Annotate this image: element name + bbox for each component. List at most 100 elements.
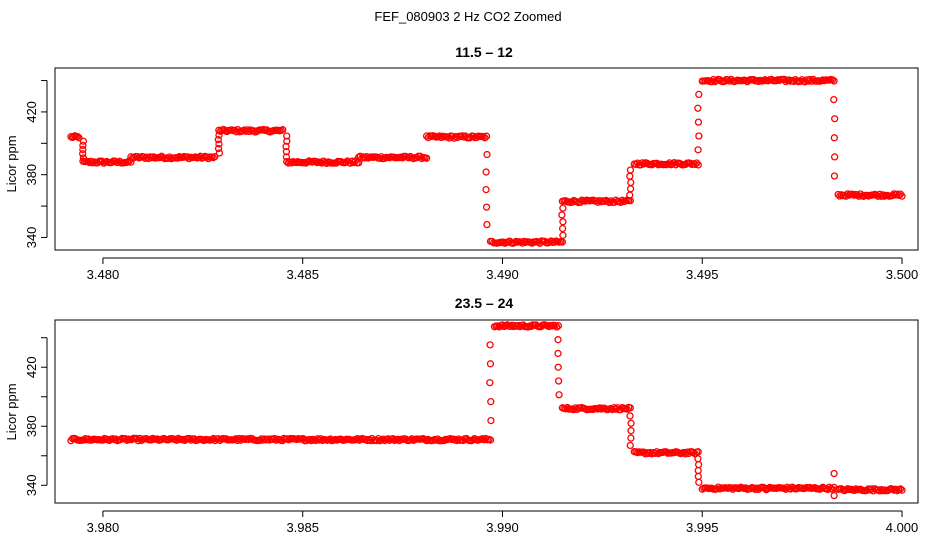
data-point <box>612 405 620 413</box>
data-point <box>632 160 640 169</box>
x-tick-label: 3.995 <box>686 520 719 535</box>
data-point <box>554 322 563 330</box>
y-tick-label: 340 <box>24 474 39 496</box>
data-point <box>174 154 182 162</box>
y-tick-label: 340 <box>24 227 39 249</box>
data-point <box>559 231 567 240</box>
data-points <box>67 75 906 247</box>
data-point <box>626 412 634 420</box>
y-axis-label: Licor ppm <box>4 383 19 440</box>
data-point <box>830 469 838 478</box>
data-point <box>185 434 194 443</box>
data-point <box>481 134 489 142</box>
data-point <box>479 132 487 141</box>
data-point <box>694 448 702 456</box>
data-point <box>559 204 567 212</box>
data-point <box>123 436 131 444</box>
data-point <box>694 146 702 154</box>
data-point <box>626 172 634 180</box>
data-point <box>307 436 315 445</box>
data-point <box>896 190 905 198</box>
data-point <box>558 224 567 233</box>
data-point <box>664 160 672 168</box>
x-tick-label: 3.985 <box>286 520 319 535</box>
data-point <box>215 149 224 157</box>
y-tick-label: 420 <box>24 356 39 378</box>
y-tick-label: 420 <box>24 101 39 123</box>
data-point <box>384 435 392 443</box>
panel-bottom: 23.5 – 24 Licor ppm 3.980 3.985 3.990 3.995… <box>4 295 919 535</box>
data-point <box>627 427 635 435</box>
data-point <box>373 436 381 445</box>
data-point <box>627 419 635 427</box>
figure-title: FEF_080903 2 Hz CO2 Zoomed <box>374 9 561 24</box>
x-tick-label: 3.485 <box>286 267 319 282</box>
data-point <box>695 132 703 140</box>
data-point <box>282 153 291 161</box>
data-point <box>830 172 839 180</box>
data-point <box>282 142 290 151</box>
data-point <box>830 77 838 85</box>
data-point <box>79 150 87 158</box>
data-point <box>555 391 563 399</box>
data-point <box>898 192 906 200</box>
data-point <box>486 360 495 368</box>
data-point <box>653 159 661 167</box>
y-tick-label: 380 <box>24 164 39 186</box>
data-point <box>482 168 490 176</box>
data-point <box>87 157 95 166</box>
data-point <box>487 416 495 425</box>
data-point <box>79 145 87 154</box>
data-point <box>693 159 701 167</box>
data-point <box>440 436 448 445</box>
y-axis-label: Licor ppm <box>4 135 19 192</box>
data-point <box>482 203 491 211</box>
data-point <box>694 460 703 469</box>
data-point <box>762 486 770 494</box>
x-tick-label: 3.480 <box>87 267 120 282</box>
data-point <box>558 211 566 219</box>
data-point <box>626 166 635 174</box>
data-point <box>124 158 132 166</box>
data-point <box>626 404 634 412</box>
data-point <box>270 434 278 443</box>
data-point <box>551 321 559 330</box>
data-point <box>482 132 491 140</box>
data-point <box>350 158 358 167</box>
data-point <box>282 148 291 156</box>
data-point <box>694 161 702 169</box>
data-point <box>389 434 397 443</box>
data-point <box>595 404 604 412</box>
plot-frame <box>54 319 919 504</box>
data-point <box>691 160 699 169</box>
data-point <box>79 137 88 145</box>
data-point <box>553 323 561 331</box>
data-point <box>214 144 223 153</box>
data-point <box>79 154 88 162</box>
data-point <box>554 336 562 344</box>
data-point <box>896 485 905 493</box>
data-point <box>422 154 431 162</box>
data-point <box>559 218 567 226</box>
data-point <box>796 77 804 86</box>
data-point <box>605 198 613 207</box>
data-point <box>831 115 839 123</box>
data-point <box>627 434 635 442</box>
data-point <box>81 434 90 443</box>
data-point <box>317 435 325 443</box>
data-point <box>279 126 287 134</box>
data-point <box>695 478 703 486</box>
x-tick-label: 3.980 <box>87 520 120 535</box>
data-point <box>215 140 223 148</box>
data-point <box>483 220 491 229</box>
data-point <box>483 150 491 159</box>
data-point <box>898 486 906 494</box>
data-point <box>111 157 119 165</box>
data-point <box>623 405 631 413</box>
data-point <box>486 341 494 349</box>
x-tick-label: 3.990 <box>486 520 519 535</box>
data-point <box>694 472 702 481</box>
data-point <box>554 363 562 371</box>
data-point <box>694 466 702 475</box>
data-point <box>806 75 814 84</box>
